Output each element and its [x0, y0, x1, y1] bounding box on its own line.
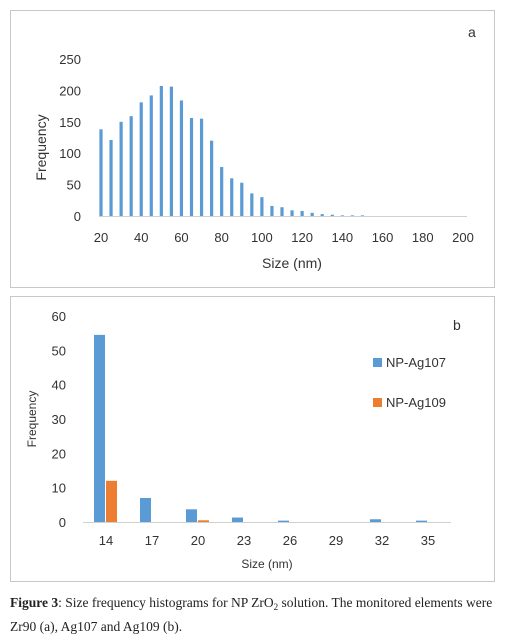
y-tick-label-b-40: 40: [52, 378, 66, 393]
bar-a-60: [179, 100, 184, 216]
bar-a-100: [260, 197, 264, 216]
bar-a-140: [340, 215, 344, 216]
bar-a-120: [300, 210, 304, 216]
y-tick-label-b-20: 20: [52, 446, 66, 461]
x-tick-label-b-32: 32: [375, 533, 389, 548]
bar-a-85: [230, 178, 234, 216]
y-tick-label-b-10: 10: [52, 481, 66, 496]
x-tick-label-a-120: 120: [291, 230, 313, 245]
x-tick-label-a-80: 80: [214, 230, 228, 245]
y-tick-label-b-60: 60: [52, 309, 66, 324]
x-tick-label-a-140: 140: [331, 230, 353, 245]
legend-swatch-np-ag109: [373, 398, 382, 407]
x-axis-title-b: Size (nm): [241, 557, 292, 571]
bar-a-35: [129, 116, 133, 216]
x-tick-label-b-20: 20: [191, 533, 205, 548]
bar-b-np-ag107-20: [186, 509, 197, 522]
x-tick-label-a-60: 60: [174, 230, 188, 245]
x-tick-label-b-26: 26: [283, 533, 297, 548]
histogram-b: b 14 17 20 23 26 29 32 35 0 10 20 30 40 50 60 Size (nm) F…: [25, 309, 461, 571]
bar-a-50: [159, 86, 163, 216]
x-tick-label-b-29: 29: [329, 533, 343, 548]
bar-a-125: [310, 212, 314, 216]
bar-a-45: [149, 95, 153, 216]
bar-a-115: [290, 210, 294, 216]
caption-text-1: : Size frequency histograms for NP ZrO: [58, 595, 274, 610]
bar-a-110: [280, 207, 284, 216]
legend-label-np-ag109: NP-Ag109: [386, 395, 446, 410]
bar-a-130: [320, 214, 324, 216]
x-tick-label-b-17: 17: [145, 533, 159, 548]
bar-a-135: [330, 214, 334, 216]
bar-b-np-ag109-14: [106, 480, 117, 522]
y-tick-label-b-50: 50: [52, 343, 66, 358]
y-tick-label-a-200: 200: [59, 83, 81, 98]
caption-subscript: 2: [273, 602, 279, 612]
y-axis-title-a: Frequency: [33, 114, 49, 180]
bar-b-np-ag107-35: [416, 520, 427, 522]
caption-label: Figure 3: [10, 595, 59, 610]
y-tick-label-b-30: 30: [52, 412, 66, 427]
panel-label-a: a: [468, 24, 476, 40]
x-tick-label-a-160: 160: [372, 230, 394, 245]
bar-a-95: [250, 193, 254, 216]
y-tick-label-b-0: 0: [59, 515, 66, 530]
x-tick-label-a-200: 200: [452, 230, 474, 245]
bar-a-65: [189, 118, 194, 216]
bar-b-np-ag107-26: [278, 520, 289, 522]
bar-a-55: [169, 86, 173, 216]
panel-label-b: b: [453, 317, 461, 333]
y-axis-title-b: Frequency: [25, 391, 39, 448]
x-axis-title-a: Size (nm): [262, 255, 322, 271]
y-tick-label-a-100: 100: [59, 146, 81, 161]
figure-caption: Figure 3: Size frequency histograms for …: [10, 593, 500, 636]
y-tick-label-a-0: 0: [74, 209, 81, 224]
bar-a-145: [350, 215, 354, 216]
bar-a-30: [119, 121, 123, 216]
chart-panel-b: b 14 17 20 23 26 29 32 35 0 10 20 30 40 50 60 Size (nm) F…: [10, 296, 495, 582]
bar-a-25: [109, 140, 113, 216]
x-tick-label-a-20: 20: [94, 230, 108, 245]
bar-a-20: [99, 129, 103, 216]
bar-a-90: [240, 182, 244, 216]
legend-label-np-ag107: NP-Ag107: [386, 355, 446, 370]
bar-b-np-ag107-17: [140, 497, 151, 522]
bar-b-np-ag107-14: [94, 334, 105, 522]
x-tick-label-b-14: 14: [99, 533, 113, 548]
bar-a-105: [270, 205, 274, 216]
bar-a-80: [220, 167, 224, 216]
x-tick-label-b-35: 35: [421, 533, 435, 548]
x-tick-label-a-180: 180: [412, 230, 434, 245]
legend-swatch-np-ag107: [373, 358, 382, 367]
bar-b-np-ag107-23: [232, 517, 243, 522]
x-tick-label-b-23: 23: [237, 533, 251, 548]
bar-a-70: [199, 118, 204, 216]
bar-b-np-ag107-32: [370, 519, 381, 522]
histogram-a: a 0 50 100 150 200 250 20 40 60 80 100 120 140 160 180 2…: [33, 24, 476, 271]
bar-a-40: [139, 102, 143, 216]
bar-a-150: [360, 215, 365, 216]
x-tick-label-a-40: 40: [134, 230, 148, 245]
caption-text-2: solution. The monitored elements were Zr…: [10, 595, 493, 634]
x-tick-label-a-100: 100: [251, 230, 273, 245]
bar-a-75: [210, 140, 214, 216]
bar-b-np-ag109-20: [198, 520, 209, 522]
y-tick-label-a-150: 150: [59, 115, 81, 130]
y-tick-label-a-50: 50: [67, 178, 81, 193]
chart-panel-a: a 0 50 100 150 200 250 20 40 60 80 100 120 140 160 180 2…: [10, 10, 495, 288]
y-tick-label-a-250: 250: [59, 52, 81, 67]
